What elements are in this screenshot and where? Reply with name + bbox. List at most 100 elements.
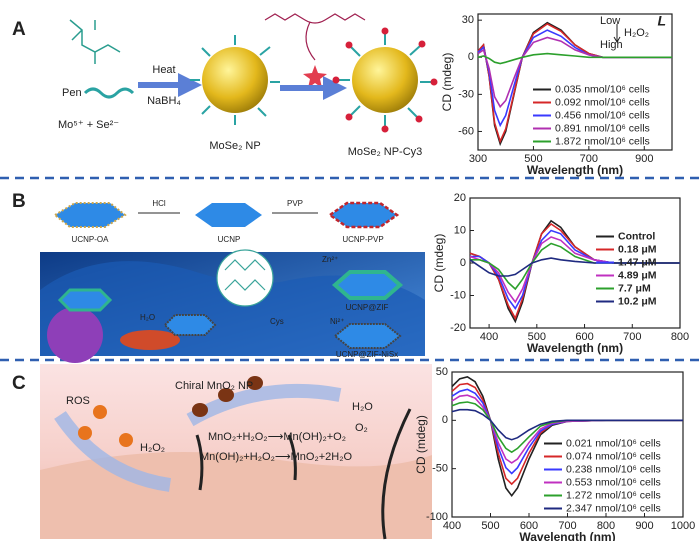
x-tick-label: 500 [524,153,542,165]
ligands [190,35,280,125]
y-tick-label: -10 [450,289,466,301]
x-tick-label: 300 [469,153,487,165]
label: MnO₂+H₂O₂⟶Mn(OH)₂+O₂ [208,431,346,443]
label: H₂O [140,313,155,322]
legend-label: 0.074 nmol/10⁶ cells [566,450,661,462]
annotation: H₂O₂ [624,27,649,39]
dyes [332,27,438,133]
label: UCNP@ZIF [346,303,389,312]
y-tick-label: 10 [454,224,466,236]
x-tick-label: 1000 [671,520,695,532]
y-axis-title: CD (mdeg) [414,415,428,474]
dye-structure [264,13,366,61]
legend-label: 0.035 nmol/10⁶ cells [555,83,650,95]
label: Mn(OH)₂+H₂O₂⟶MnO₂+2H₂O [200,451,352,463]
legend-label: 0.18 μM [618,243,657,255]
label: Ni²⁺ [330,317,344,326]
y-tick-label: 0 [442,414,448,426]
ucnp-zif [331,270,404,300]
panel-b-schematic: B UCNP-OA HCl UCNP PVP UCNP-PVP Zn²⁺ UCN… [12,191,425,363]
label: Pen [62,87,82,99]
x-tick-label: 800 [671,331,689,343]
x-tick-label: 400 [443,520,461,532]
legend-label: 10.2 μM [618,295,657,307]
y-tick-label: -60 [458,125,474,137]
legend-label: 1.272 nmol/10⁶ cells [566,489,661,501]
y-tick-label: 20 [454,192,466,204]
x-tick-label: 800 [597,520,615,532]
annotation-arrowhead [613,36,621,43]
ucnp [195,203,262,227]
label: UCNP@ZIF-NiSx [336,350,398,359]
nanoparticle [352,47,418,113]
chart: 300 500 700 900 -60 -30 0 30 Wavelength (nm) CD (… [440,13,673,177]
label: H₂O [352,401,373,413]
legend-label: Control [618,230,655,242]
y-tick-label: -50 [432,463,448,475]
arrow [54,411,172,492]
legend-label: 0.238 nmol/10⁶ cells [566,463,661,475]
legend-label: 4.89 μM [618,269,657,281]
legend-label: 2.347 nmol/10⁶ cells [566,502,661,514]
x-tick-label: 600 [575,331,593,343]
label: UCNP-OA [72,235,110,244]
pen-symbol [83,87,135,99]
x-axis-title: Wavelength (nm) [527,163,623,177]
x-axis-title: Wavelength (nm) [527,341,623,355]
legend-label: 0.553 nmol/10⁶ cells [566,476,661,488]
x-tick-label: 700 [623,331,641,343]
annotation: L [657,13,666,29]
label: Cys [270,317,284,326]
ros-particles [78,405,133,447]
y-tick-label: -30 [458,88,474,100]
panel-label: C [12,373,26,394]
nanoparticle [202,47,268,113]
x-tick-label: 700 [558,520,576,532]
chart: 400 500 600 700 800 -20 -10 0 10 20 Wavelength (nm… [432,192,689,355]
chart: 400 500 600 700 800 900 1000 -100 -50 0 50 Waveleng… [414,366,695,544]
label: Zn²⁺ [322,255,338,264]
panel-a-schematic: A Pen Mo⁵⁺ + Se²⁻ Heat NaBH₄ MoSe₂ NP Mo… [12,13,438,158]
ucnp-zif-nisx [163,314,217,336]
ucnp-pvp [327,201,400,229]
label: UCNP-PVP [342,235,383,244]
y-axis-title: CD (mdeg) [432,234,446,293]
label: MoSe₂ NP [209,140,260,152]
organelle [47,307,103,363]
ucnp-zif [57,288,113,312]
label: UCNP [218,235,241,244]
x-tick-label: 900 [635,520,653,532]
x-tick-label: 400 [480,331,498,343]
legend-label: 0.092 nmol/10⁶ cells [555,96,650,108]
x-tick-label: 600 [520,520,538,532]
label: Mo⁵⁺ + Se²⁻ [58,119,119,131]
y-tick-label: 30 [462,14,474,26]
x-tick-label: 700 [580,153,598,165]
label: PVP [287,199,303,208]
mno2-particles [192,376,263,417]
x-tick-label: 900 [635,153,653,165]
x-tick-label: 500 [528,331,546,343]
y-tick-label: 50 [436,366,448,378]
legend-label: 1.47 μM [618,256,657,268]
panel-label: A [12,19,26,40]
ucnp [53,202,127,228]
panel-label: B [12,191,26,212]
ligands [338,33,432,127]
y-axis-title: CD (mdeg) [440,53,454,112]
legend-label: 0.456 nmol/10⁶ cells [555,109,650,121]
series-line [477,52,672,65]
legend-label: 7.7 μM [618,282,651,294]
label: H₂O₂ [140,442,165,454]
plot-frame [477,13,673,151]
panel-c-schematic: C ROS Chiral MnO₂ NP H₂O O₂ H₂O₂ MnO₂+H₂… [12,364,432,540]
x-tick-label: 500 [481,520,499,532]
y-tick-label: 0 [468,51,474,63]
legend-label: 1.872 nmol/10⁶ cells [555,135,650,147]
annotation: High [600,39,623,51]
label: NaBH₄ [147,95,181,107]
ucnp-zif-nisx [333,323,402,349]
y-tick-label: 0 [460,257,466,269]
label: Heat [152,64,175,76]
